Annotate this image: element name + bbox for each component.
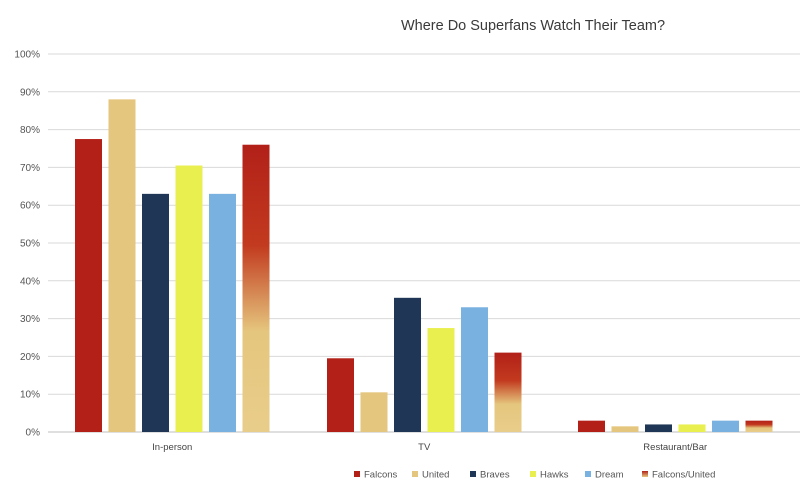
bar-united-1: [360, 392, 388, 432]
bar-falcons-united-1: [494, 352, 522, 432]
legend-swatch: [470, 471, 476, 477]
bar-hawks-1: [427, 328, 455, 432]
y-tick-label: 0%: [26, 428, 41, 439]
y-tick-label: 20%: [20, 352, 40, 363]
bar-braves-1: [394, 297, 421, 432]
legend-label: Dream: [595, 470, 624, 481]
y-tick-label: 70%: [20, 163, 40, 174]
legend-label: Hawks: [540, 470, 569, 481]
x-category-label: TV: [418, 442, 431, 453]
bar-falcons-united-0: [242, 144, 270, 432]
y-tick-label: 40%: [20, 276, 40, 287]
y-tick-label: 90%: [20, 87, 40, 98]
bar-falcons-0: [75, 139, 102, 433]
bar-united-2: [611, 426, 639, 432]
bar-united-0: [108, 99, 136, 433]
bar-dream-0: [209, 193, 236, 432]
y-tick-label: 60%: [20, 201, 40, 212]
legend-swatch: [585, 471, 591, 477]
bar-hawks-0: [175, 165, 203, 432]
x-category-label: Restaurant/Bar: [643, 442, 707, 453]
chart-title: Where Do Superfans Watch Their Team?: [401, 18, 665, 34]
bar-falcons-united-2: [745, 420, 773, 432]
legend-swatch: [642, 471, 648, 477]
y-tick-label: 50%: [20, 239, 40, 250]
legend-label: Falcons/United: [652, 470, 715, 481]
y-tick-label: 10%: [20, 390, 40, 401]
legend-label: United: [422, 470, 449, 481]
y-tick-label: 80%: [20, 125, 40, 136]
bar-dream-1: [461, 307, 488, 432]
bar-hawks-2: [678, 424, 706, 432]
y-tick-label: 30%: [20, 314, 40, 325]
legend-label: Falcons: [364, 470, 398, 481]
bar-falcons-2: [578, 420, 605, 432]
legend-swatch: [412, 471, 418, 477]
x-axis-categories: In-person TV Restaurant/Bar: [152, 442, 707, 453]
bar-braves-2: [645, 424, 672, 432]
legend: Falcons United Braves Hawks Dream Falcons/Uni…: [354, 470, 715, 481]
legend-label: Braves: [480, 470, 510, 481]
bar-dream-2: [712, 420, 739, 432]
legend-swatch: [530, 471, 536, 477]
y-tick-label: 100%: [14, 50, 40, 61]
legend-swatch: [354, 471, 360, 477]
bar-falcons-1: [327, 358, 354, 432]
bars: [75, 99, 773, 433]
y-axis-ticks: 0% 10% 20% 30% 40% 50% 60% 70% 80% 90% 100%: [14, 50, 40, 439]
x-category-label: In-person: [152, 442, 192, 453]
gridlines: [48, 53, 800, 433]
bar-braves-0: [142, 193, 169, 432]
